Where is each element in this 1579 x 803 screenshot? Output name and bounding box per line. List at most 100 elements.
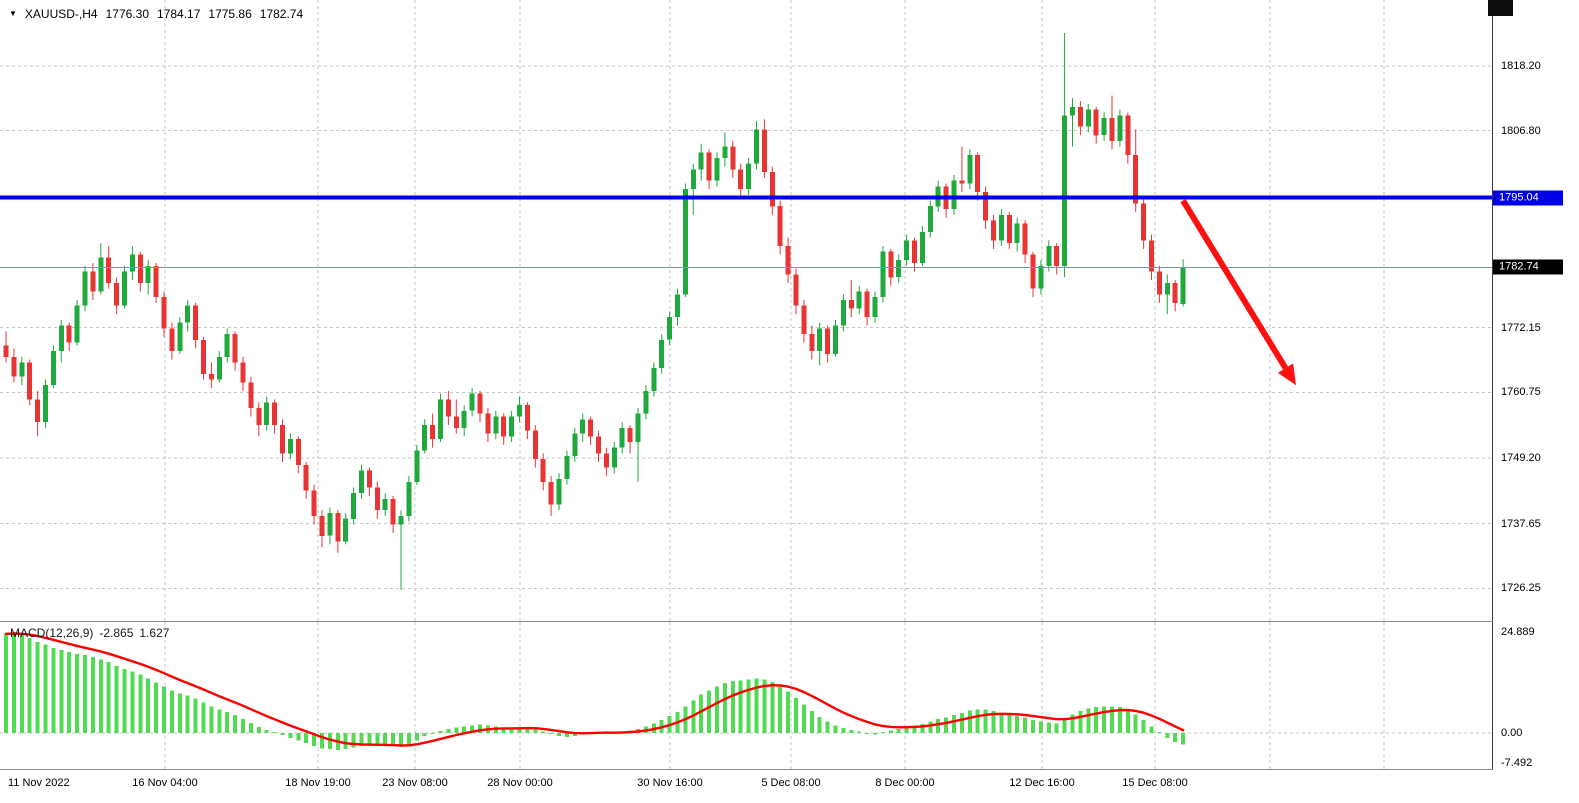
bull-candle bbox=[58, 325, 64, 352]
macd-histogram-bar bbox=[817, 716, 822, 733]
symbol-ohlc-readout: ▼ XAUUSD-,H4 1776.30 1784.17 1775.86 178… bbox=[9, 7, 303, 21]
bear-candle bbox=[975, 155, 981, 192]
bear-candle bbox=[27, 362, 33, 400]
macd-name: MACD(12,26,9) bbox=[10, 626, 94, 640]
bull-candle bbox=[382, 498, 388, 511]
bull-candle bbox=[698, 152, 704, 170]
time-axis[interactable]: 11 Nov 2022 16 Nov 04:00 18 Nov 19:00 23 No… bbox=[0, 770, 1579, 803]
time-axis-label: 23 Nov 08:00 bbox=[382, 777, 448, 789]
macd-histogram-bar bbox=[1173, 733, 1178, 742]
price-axis[interactable]: 1818.20 1806.80 1772.15 1760.75 1749.20 1737.… bbox=[1493, 0, 1579, 770]
macd-histogram-bar bbox=[98, 659, 103, 733]
bull-candle bbox=[1062, 115, 1068, 266]
macd-histogram-bar bbox=[572, 733, 577, 737]
bear-candle bbox=[193, 305, 199, 340]
macd-histogram-bar bbox=[1133, 714, 1138, 733]
bear-candle bbox=[1156, 271, 1162, 295]
macd-axis-label: 24.889 bbox=[1501, 626, 1535, 639]
macd-histogram-bar bbox=[19, 635, 24, 733]
macd-histogram-bar bbox=[936, 719, 941, 733]
macd-histogram-bar bbox=[177, 693, 182, 733]
bear-candle bbox=[374, 487, 380, 511]
macd-histogram-bar bbox=[414, 733, 419, 741]
bull-candle bbox=[833, 325, 838, 354]
bull-candle bbox=[817, 328, 823, 352]
macd-histogram-bar bbox=[1181, 733, 1186, 745]
bear-candle bbox=[912, 240, 917, 263]
current-price-line-badge: 1782.74 bbox=[1493, 259, 1563, 275]
bear-candle bbox=[248, 382, 254, 408]
time-axis-label: 18 Nov 19:00 bbox=[285, 777, 351, 789]
macd-histogram-bar bbox=[375, 733, 380, 746]
bull-candle bbox=[919, 231, 925, 263]
macd-histogram-bar bbox=[557, 733, 561, 737]
panel-separator[interactable] bbox=[0, 621, 1579, 622]
macd-indicator-panel[interactable] bbox=[0, 622, 1492, 769]
macd-histogram-bar bbox=[738, 680, 743, 733]
macd-histogram-bar bbox=[896, 729, 901, 733]
bear-candle bbox=[161, 297, 167, 329]
macd-histogram-bar bbox=[1070, 714, 1075, 733]
macd-histogram-bar bbox=[51, 648, 56, 733]
macd-histogram-bar bbox=[1007, 714, 1012, 733]
bull-candle bbox=[682, 189, 688, 295]
macd-histogram-bar bbox=[865, 733, 870, 734]
bull-candle bbox=[722, 146, 728, 158]
macd-histogram-bar bbox=[1015, 716, 1020, 733]
bear-candle bbox=[1093, 109, 1099, 136]
bear-candle bbox=[1141, 203, 1147, 241]
bull-candle bbox=[651, 368, 657, 391]
bear-candle bbox=[532, 430, 538, 460]
bull-candle bbox=[1014, 223, 1020, 244]
macd-histogram-bar bbox=[327, 733, 332, 750]
macd-histogram-bar bbox=[130, 671, 135, 733]
macd-histogram-bar bbox=[280, 733, 285, 735]
macd-histogram-bar bbox=[11, 632, 16, 733]
bull-candle bbox=[1164, 282, 1170, 295]
macd-histogram-bar bbox=[399, 733, 403, 748]
bear-candle bbox=[256, 407, 262, 425]
macd-histogram-bar bbox=[438, 731, 443, 733]
corner-marker-box bbox=[1488, 0, 1513, 16]
macd-histogram-bar bbox=[383, 733, 388, 746]
bull-candle bbox=[351, 493, 357, 519]
bull-candle bbox=[414, 450, 420, 482]
bear-candle bbox=[66, 325, 72, 343]
bear-candle bbox=[114, 282, 120, 306]
price-axis-label: 1772.15 bbox=[1501, 321, 1541, 334]
macd-histogram-bar bbox=[912, 725, 917, 733]
macd-histogram-bar bbox=[138, 674, 143, 733]
bull-candle bbox=[1046, 246, 1052, 266]
bear-candle bbox=[785, 246, 791, 275]
bear-candle bbox=[888, 251, 894, 278]
macd-histogram-bar bbox=[27, 637, 32, 733]
bull-candle bbox=[856, 291, 862, 309]
panel-separator-bottom[interactable] bbox=[0, 769, 1579, 770]
macd-histogram-bar bbox=[1038, 721, 1043, 733]
macd-histogram-bar bbox=[296, 733, 301, 741]
macd-histogram-bar bbox=[715, 686, 719, 733]
macd-histogram-bar bbox=[549, 733, 554, 734]
macd-histogram-bar bbox=[288, 733, 293, 738]
macd-histogram-bar bbox=[462, 726, 467, 733]
macd-histogram-bar bbox=[446, 729, 451, 733]
macd-histogram-bar bbox=[122, 669, 127, 733]
bear-candle bbox=[596, 436, 601, 454]
open-value: 1776.30 bbox=[105, 7, 149, 21]
bull-candle bbox=[659, 339, 665, 369]
bear-candle bbox=[295, 439, 301, 465]
candlestick-chart[interactable] bbox=[0, 0, 1492, 621]
bear-candle bbox=[959, 180, 965, 184]
bull-candle bbox=[129, 254, 135, 272]
time-axis-label: 5 Dec 08:00 bbox=[761, 777, 821, 789]
red-down-arrow[interactable] bbox=[1180, 199, 1296, 386]
bull-candle bbox=[493, 416, 499, 434]
macd-histogram-bar bbox=[1062, 719, 1067, 733]
macd-histogram-bar bbox=[83, 655, 87, 733]
bear-candle bbox=[1022, 223, 1028, 255]
time-axis-label: 28 Nov 00:00 bbox=[487, 777, 553, 789]
chart-dropdown-icon[interactable]: ▼ bbox=[9, 9, 17, 18]
bull-candle bbox=[98, 257, 104, 292]
macd-histogram-bar bbox=[525, 727, 530, 733]
macd-histogram-bar bbox=[533, 729, 538, 733]
